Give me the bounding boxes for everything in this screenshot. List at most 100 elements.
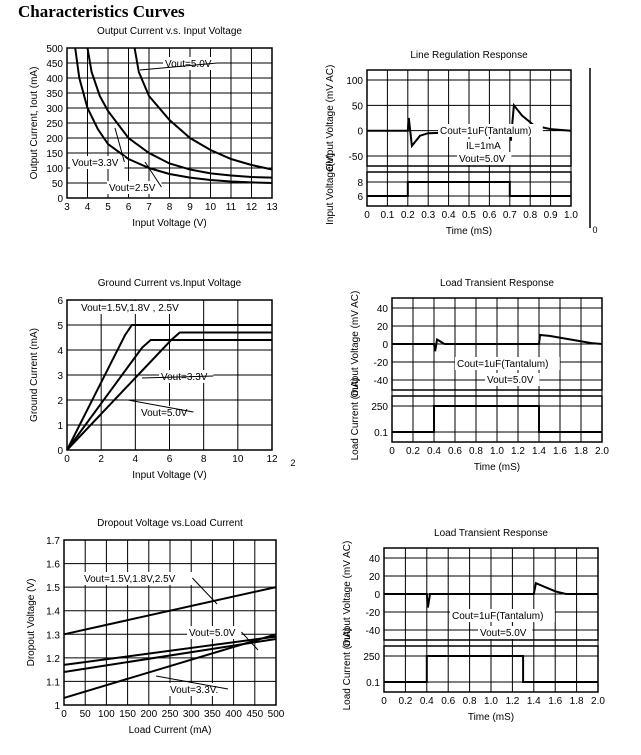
chart-5-xtick-label: 0.8 [463,696,477,707]
chart-5-ylabel-top: Output Voltage (mV AC) [342,541,353,648]
chart-4-annotation: Vout=5.0V [189,628,236,639]
chart-2-ytick-label: 4 [57,346,63,357]
chart-0-xlabel: Input Voltage (V) [132,218,207,229]
chart-5-bottom-frame [383,645,599,693]
chart-3-annotation: Cout=1uF(Tantalum) [457,359,548,370]
chart-5-ylabel-bottom: Load Current (mA) [342,628,353,711]
chart-2-xtick-label: 4 [133,454,139,465]
chart-4-xtick-label: 500 [268,709,285,720]
chart-0-xtick-label: 11 [226,202,237,213]
chart-2-ytick-label: 1 [57,421,63,432]
chart-0-ytick-label: 150 [46,149,63,160]
chart-1-ytick-label: 50 [352,101,364,112]
chart-4-annotation-arrow [192,577,218,605]
chart-3-ylabel-top: Output Voltage (mV AC) [350,291,361,398]
chart-0-title: Output Current v.s. Input Voltage [97,26,242,37]
chart-2-ytick-label: 0 [57,446,63,457]
chart-4-xtick-label: 250 [162,709,179,720]
chart-5-xtick-label: 1.6 [548,696,562,707]
chart-0-xtick-label: 12 [246,202,258,213]
chart-4-ytick-label: 1.6 [46,560,60,571]
chart-1-bottom-trace [367,181,571,197]
chart-0-ytick-label: 0 [57,194,63,205]
chart-0-annotation-arrow [114,127,125,163]
chart-2-annotation: Vout=3.3V [161,372,208,383]
chart-2-series-line [66,324,272,451]
chart-5-xtick-label: 0.6 [441,696,455,707]
chart-5-xlabel: Time (mS) [468,712,514,723]
chart-2-annotation-bg [79,301,201,314]
chart-5-xtick-label: 0 [381,696,387,707]
chart-0-annotation: Vout=3.3V [72,158,119,169]
chart-4-series-line [63,635,277,666]
chart-3-xtick-label: 0 [389,446,395,457]
chart-2-extra-label: 2 [290,458,295,468]
chart-1-title: Line Regulation Response [410,50,528,61]
chart-2-xtick-label: 6 [167,454,173,465]
chart-3-bottom-trace [392,405,602,433]
chart-4-annotation-bg [187,626,242,639]
chart-2-xtick-label: 2 [98,454,104,465]
chart-1-extra-label: 0 [592,225,597,235]
chart-0-series-line [86,47,273,179]
chart-5-ytick-label: 0 [374,590,380,601]
chart-0-annotation: Vout=2.5V [109,183,156,194]
chart-0-ytick-label: 50 [52,179,64,190]
chart-5-xtick-label: 0.4 [420,696,434,707]
chart-2-ytick-label: 2 [57,396,63,407]
chart-3-ytick-label: 40 [377,304,389,315]
chart-1-ytick-label: 0 [357,127,363,138]
chart-1-bottom-frame [366,171,572,207]
chart-4-ytick-label: 1.2 [46,654,60,665]
chart-3-xtick-label: 0.2 [406,446,420,457]
chart-2-xtick-label: 8 [201,454,207,465]
chart-0-annotation-arrow [139,62,218,71]
chart-4-ytick-label: 1.1 [46,677,60,688]
chart-2-series-line [66,339,272,451]
chart-1-ytick-label: 100 [346,76,363,87]
chart-5-xtick-label: 2.0 [591,696,605,707]
chart-1-xtick-label: 0.4 [442,210,456,221]
chart-0-ylabel: Output Current, Iout (mA) [29,67,40,180]
chart-3-xtick-label: 1.0 [490,446,504,457]
chart-5-ytick-label: 40 [369,554,381,565]
chart-5-ytick-label: -40 [366,626,381,637]
chart-0-ytick-label: 250 [46,119,63,130]
chart-0-xtick-label: 9 [187,202,193,213]
chart-5-xtick-label: 1.4 [527,696,541,707]
chart-5-ytick-label: -20 [366,608,381,619]
chart-3-xtick-label: 1.4 [532,446,546,457]
chart-0-ytick-label: 450 [46,59,63,70]
chart-2-xlabel: Input Voltage (V) [132,470,207,481]
chart-0-ytick-label: 100 [46,164,63,175]
chart-1-xtick-label: 0.1 [380,210,394,221]
chart-0-ytick-label: 300 [46,104,63,115]
chart-3-ytick-label: 0 [382,340,388,351]
chart-4-annotation: Vout=1.5V,1.8V,2.5V [84,574,176,585]
chart-0-plot-frame [66,47,273,199]
chart-4-ylabel: Dropout Voltage (V) [26,579,37,667]
chart-2-plot-frame [66,299,273,451]
chart-5-top-trace [384,581,598,608]
chart-4-plot-frame [63,539,277,706]
chart-1-top-frame [366,69,572,167]
chart-2-annotation: Vout=1.5V,1.8V , 2.5V [81,303,179,314]
chart-1-xtick-label: 0.5 [462,210,476,221]
page-title: Characteristics Curves [18,2,185,21]
chart-3-annotation-bg [455,357,560,370]
chart-1-annotation: Vout=5.0V [459,154,506,165]
chart-0-ytick-label: 200 [46,134,63,145]
chart-0-xtick-label: 7 [146,202,152,213]
chart-1-ytick-label: -50 [349,152,364,163]
chart-1-ytick-label: 6 [357,192,363,203]
chart-3-xtick-label: 1.2 [511,446,525,457]
chart-4-ytick-label: 1.5 [46,583,60,594]
chart-4-xtick-label: 0 [61,709,67,720]
chart-4-annotation: Vout=3.3V. [170,685,218,696]
chart-5-xtick-label: 0.2 [398,696,412,707]
chart-0-ytick-label: 400 [46,74,63,85]
chart-2-ytick-label: 6 [57,296,63,307]
chart-0-xtick-label: 13 [266,202,278,213]
chart-5-bottom-trace [384,655,598,683]
chart-3-ylabel-bottom: Load Current (mA) [350,378,361,461]
